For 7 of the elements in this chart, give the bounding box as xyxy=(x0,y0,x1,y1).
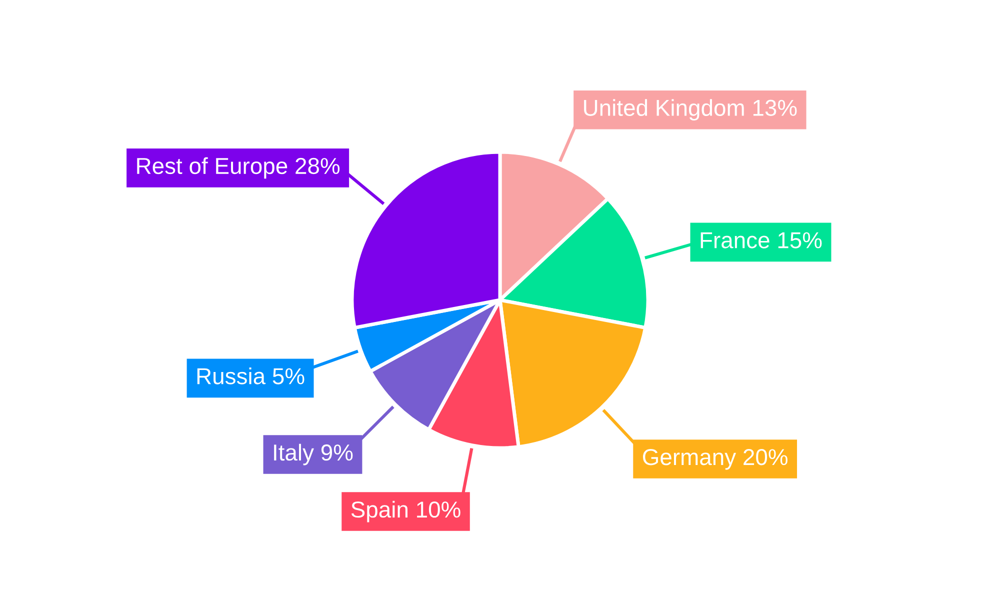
slice-label: France 15% xyxy=(700,232,822,248)
slice-label: Russia 5% xyxy=(197,368,304,384)
slice-label: Italy 9% xyxy=(274,444,353,466)
slice-label: Spain 10% xyxy=(351,500,460,522)
slice-label: Rest of Europe 28% xyxy=(137,157,340,179)
slice-label: Germany 20% xyxy=(642,448,788,470)
slice-label: United Kingdom 13% xyxy=(584,99,797,121)
